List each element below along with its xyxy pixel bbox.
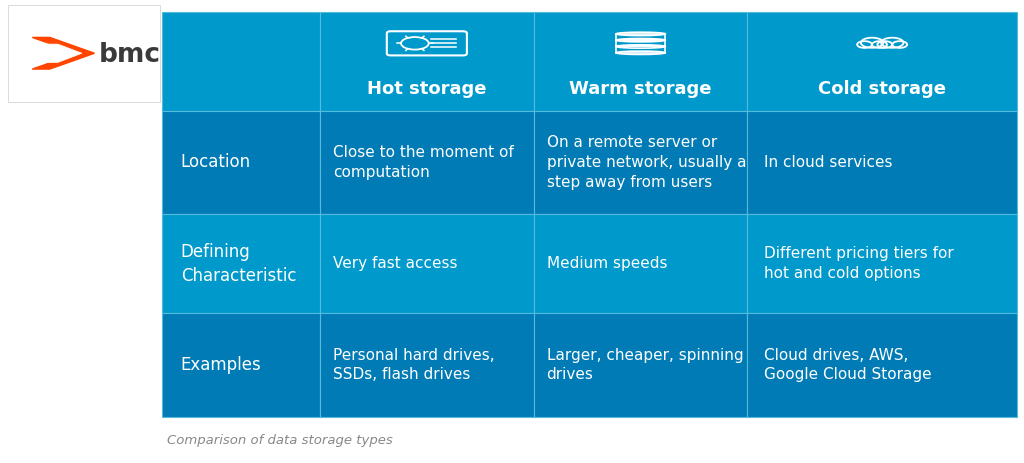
Text: Close to the moment of
computation: Close to the moment of computation xyxy=(333,145,514,180)
Text: bmc: bmc xyxy=(99,42,161,68)
FancyBboxPatch shape xyxy=(319,111,534,214)
FancyBboxPatch shape xyxy=(534,313,748,417)
FancyBboxPatch shape xyxy=(162,12,319,111)
FancyBboxPatch shape xyxy=(319,12,534,111)
Text: Comparison of data storage types: Comparison of data storage types xyxy=(167,434,392,447)
Text: Cold storage: Cold storage xyxy=(818,80,946,98)
Text: Hot storage: Hot storage xyxy=(368,80,486,98)
Polygon shape xyxy=(32,38,94,69)
FancyBboxPatch shape xyxy=(534,111,748,214)
FancyBboxPatch shape xyxy=(8,5,160,102)
FancyBboxPatch shape xyxy=(162,214,319,313)
FancyBboxPatch shape xyxy=(319,214,534,313)
FancyBboxPatch shape xyxy=(748,313,1017,417)
Polygon shape xyxy=(40,44,82,63)
FancyBboxPatch shape xyxy=(748,214,1017,313)
Text: Examples: Examples xyxy=(181,356,261,374)
Text: Cloud drives, AWS,
Google Cloud Storage: Cloud drives, AWS, Google Cloud Storage xyxy=(764,348,931,382)
Text: Location: Location xyxy=(181,153,251,171)
Text: Very fast access: Very fast access xyxy=(333,256,458,271)
Text: On a remote server or
private network, usually a
step away from users: On a remote server or private network, u… xyxy=(547,135,746,190)
Text: Larger, cheaper, spinning
drives: Larger, cheaper, spinning drives xyxy=(547,348,743,382)
Text: Different pricing tiers for
hot and cold options: Different pricing tiers for hot and cold… xyxy=(764,246,953,281)
FancyBboxPatch shape xyxy=(534,12,748,111)
Text: Defining
Characteristic: Defining Characteristic xyxy=(181,243,296,285)
FancyBboxPatch shape xyxy=(319,313,534,417)
FancyBboxPatch shape xyxy=(162,313,319,417)
Text: Personal hard drives,
SSDs, flash drives: Personal hard drives, SSDs, flash drives xyxy=(333,348,495,382)
Text: Medium speeds: Medium speeds xyxy=(547,256,667,271)
FancyBboxPatch shape xyxy=(534,214,748,313)
FancyBboxPatch shape xyxy=(748,111,1017,214)
Text: Warm storage: Warm storage xyxy=(569,80,712,98)
FancyBboxPatch shape xyxy=(162,111,319,214)
Text: In cloud services: In cloud services xyxy=(764,155,892,170)
FancyBboxPatch shape xyxy=(748,12,1017,111)
